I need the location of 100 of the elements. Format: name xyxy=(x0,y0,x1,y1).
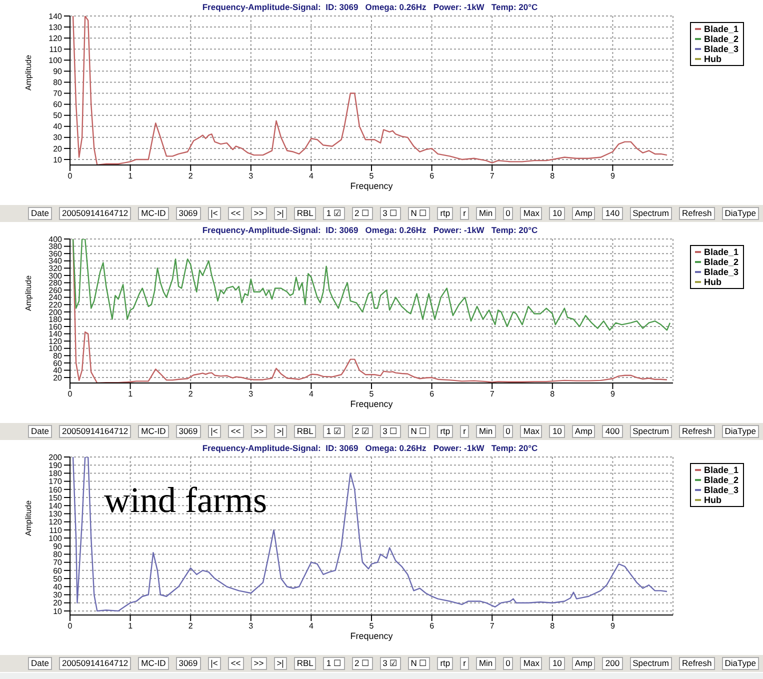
text: 20050914164712 xyxy=(58,207,132,220)
text: Date xyxy=(28,207,52,220)
text: r xyxy=(460,657,469,670)
y-tick-label: 30 xyxy=(53,133,63,142)
y-tick-label: 80 xyxy=(53,550,63,560)
y-axis-title: Amplitude xyxy=(24,54,33,90)
text: rtp xyxy=(437,207,454,220)
text: RBL xyxy=(294,207,316,220)
text: Amp xyxy=(572,425,596,438)
text: |< xyxy=(208,657,221,670)
y-tick-label: 160 xyxy=(48,322,63,332)
legend-label: Blade_2 xyxy=(704,475,739,485)
x-axis-title: Frequency xyxy=(350,399,394,409)
y-tick-label: 20 xyxy=(53,144,63,154)
legend-label: Blade_1 xyxy=(704,247,739,257)
y-tick-label: 10 xyxy=(53,606,63,616)
text: << xyxy=(228,657,244,670)
text: r xyxy=(460,425,469,438)
text: 400 xyxy=(602,425,623,438)
x-tick-label: 8 xyxy=(550,390,556,399)
x-tick-label: 9 xyxy=(610,172,616,181)
x-tick-label: 3 xyxy=(248,390,254,399)
y-tick-label: 120 xyxy=(48,518,63,527)
y-tick-label: 40 xyxy=(53,582,63,592)
x-axis-title: Frequency xyxy=(350,181,394,191)
x-tick-label: 0 xyxy=(68,172,73,181)
text: 0 xyxy=(502,207,514,220)
y-tick-label: 70 xyxy=(53,89,63,98)
text: Max xyxy=(520,425,542,438)
y-tick-label: 130 xyxy=(48,510,63,519)
y-tick-label: 90 xyxy=(53,542,63,551)
text: Refresh xyxy=(678,657,715,670)
x-tick-label: 2 xyxy=(188,622,194,631)
y-tick-label: 60 xyxy=(53,358,63,368)
y-tick-label: 50 xyxy=(53,111,63,120)
text: N ☐ xyxy=(408,657,430,670)
text: MC-ID xyxy=(138,207,169,220)
y-tick-label: 400 xyxy=(48,234,63,244)
x-tick-label: 7 xyxy=(490,622,495,631)
y-tick-label: 130 xyxy=(48,22,63,32)
text: Min xyxy=(476,425,496,438)
y-tick-label: 200 xyxy=(48,452,63,462)
x-tick-label: 4 xyxy=(308,622,314,631)
text: Max xyxy=(520,657,542,670)
legend-label: Hub xyxy=(704,277,722,287)
y-tick-label: 120 xyxy=(48,336,63,346)
text: 10 xyxy=(549,425,565,438)
text: >| xyxy=(274,657,287,670)
legend-label: Blade_3 xyxy=(704,267,739,277)
x-tick-label: 5 xyxy=(369,172,374,181)
text: >> xyxy=(250,425,267,438)
y-tick-label: 140 xyxy=(48,501,63,510)
text: 10 xyxy=(549,657,565,670)
text: Amp xyxy=(572,207,596,220)
y-tick-label: 280 xyxy=(48,278,63,288)
text: Date xyxy=(28,657,52,670)
legend-label: Blade_2 xyxy=(704,34,739,44)
text: DiaType xyxy=(722,207,759,220)
x-tick-label: 1 xyxy=(128,622,134,631)
y-tick-label: 200 xyxy=(48,308,63,317)
x-tick-label: 4 xyxy=(308,390,314,399)
x-tick-label: 8 xyxy=(550,172,556,181)
y-tick-label: 70 xyxy=(53,558,63,568)
text: 10 xyxy=(549,207,565,220)
text: r xyxy=(460,207,469,220)
y-tick-label: 110 xyxy=(49,44,63,54)
y-tick-label: 380 xyxy=(48,242,63,252)
x-tick-label: 9 xyxy=(610,622,616,631)
y-tick-label: 20 xyxy=(53,598,63,608)
text: 200 xyxy=(602,657,623,670)
y-tick-label: 60 xyxy=(53,566,63,576)
y-axis-title: Amplitude xyxy=(24,274,33,311)
y-axis-title: Amplitude xyxy=(24,500,33,536)
text: RBL xyxy=(294,425,316,438)
text: DiaType xyxy=(722,657,759,670)
text: Min xyxy=(476,657,496,670)
y-tick-label: 110 xyxy=(49,526,63,535)
text: Spectrum xyxy=(630,425,672,438)
text: 3069 xyxy=(176,425,201,438)
y-tick-label: 100 xyxy=(48,534,63,543)
y-tick-label: 180 xyxy=(48,315,63,324)
text: |< xyxy=(208,425,221,438)
x-tick-label: 5 xyxy=(369,622,374,631)
text: >| xyxy=(274,207,287,220)
line-series xyxy=(72,457,668,612)
text: Refresh xyxy=(678,207,715,220)
x-tick-label: 1 xyxy=(128,390,134,399)
text: Min xyxy=(476,207,496,220)
y-tick-label: 190 xyxy=(48,460,63,470)
text: rtp xyxy=(437,657,454,670)
y-tick-label: 100 xyxy=(48,56,63,65)
chart-title: Frequency-Amplitude-Signal: ID: 3069 Omega: 0.26Hz Power: -1kW Temp: 20°C xyxy=(201,2,539,12)
text: Spectrum xyxy=(630,207,672,220)
y-tick-label: 140 xyxy=(48,12,63,21)
text: 1 ☑ xyxy=(323,425,344,438)
annotation: wind farms xyxy=(104,480,267,520)
y-tick-label: 360 xyxy=(48,249,63,258)
text: 1 ☐ xyxy=(323,657,344,670)
x-tick-label: 6 xyxy=(430,172,435,181)
y-tick-label: 170 xyxy=(48,477,63,486)
